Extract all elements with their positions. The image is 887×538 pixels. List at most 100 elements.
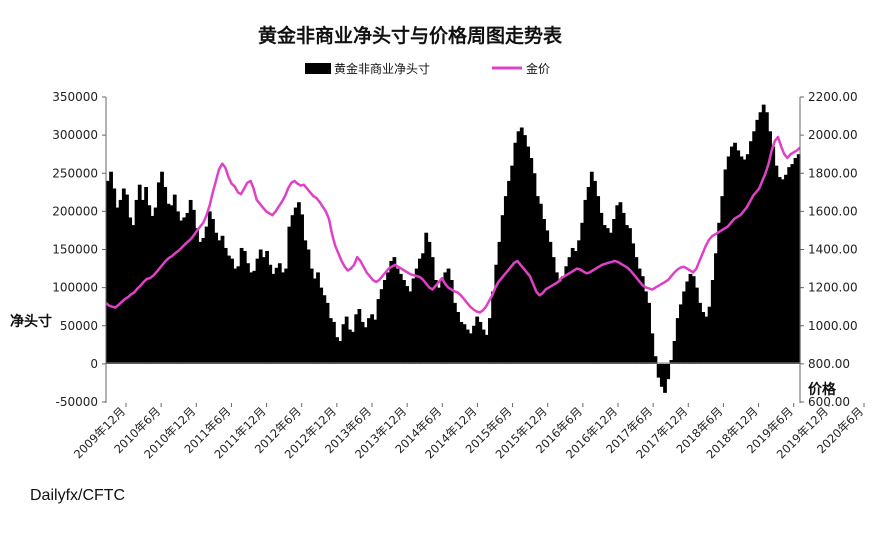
net-position-bar xyxy=(663,363,667,393)
net-position-bar xyxy=(236,266,241,364)
net-position-bar xyxy=(513,142,518,364)
legend-label-net-position: 黄金非商业净头寸 xyxy=(334,61,430,76)
net-position-bar xyxy=(252,270,257,364)
net-position-bar xyxy=(561,276,566,364)
left-tick-label: -50000 xyxy=(55,395,98,409)
net-position-bar xyxy=(182,217,187,364)
net-position-bar xyxy=(720,196,725,364)
net-position-bar xyxy=(593,180,597,364)
net-position-bar xyxy=(475,316,480,364)
net-position-bar xyxy=(347,329,352,364)
net-position-bar xyxy=(268,264,273,364)
net-position-bar xyxy=(204,226,209,364)
net-position-bar xyxy=(768,131,772,364)
legend: 黄金非商业净头寸 金价 xyxy=(305,61,550,76)
net-position-bar xyxy=(430,257,435,364)
net-position-bar xyxy=(411,278,416,364)
net-position-bar xyxy=(583,199,588,364)
net-position-bar xyxy=(742,159,747,364)
net-position-bar xyxy=(494,264,499,364)
net-position-bar xyxy=(535,196,540,364)
net-position-bar xyxy=(519,127,524,364)
right-axis-ticks: 2200.00 2000.00 1800.00 1600.00 1400.00 1200.… xyxy=(800,90,858,409)
net-position-bar xyxy=(707,306,712,364)
net-position-bar xyxy=(156,182,161,364)
net-position-bar xyxy=(647,302,651,364)
net-position-bar xyxy=(220,235,225,364)
net-position-bar xyxy=(370,314,375,364)
net-position-bar xyxy=(634,257,639,364)
net-position-bar xyxy=(344,316,349,364)
net-position-bar xyxy=(405,286,410,364)
net-position-bar xyxy=(605,228,610,364)
net-position-bar xyxy=(628,228,632,364)
net-position-bar xyxy=(503,196,508,364)
net-position-bar xyxy=(507,180,511,364)
net-position-bar xyxy=(538,203,543,364)
net-position-bar xyxy=(704,316,709,364)
legend-label-gold-price: 金价 xyxy=(526,61,550,76)
net-position-bar xyxy=(586,186,591,364)
net-position-bar xyxy=(714,253,718,364)
net-position-bar xyxy=(258,249,263,364)
net-position-bar xyxy=(309,268,314,364)
right-tick-label: 1400.00 xyxy=(808,243,858,257)
net-position-bar xyxy=(233,268,238,364)
net-position-bar xyxy=(608,232,613,364)
left-tick-label: 150000 xyxy=(52,243,98,257)
net-position-bar xyxy=(118,199,123,364)
net-position-bar xyxy=(265,251,269,364)
net-position-bar xyxy=(488,318,492,364)
net-position-bar xyxy=(319,287,324,364)
net-position-bar xyxy=(758,112,763,364)
net-position-bar xyxy=(516,131,521,364)
net-position-bar xyxy=(554,272,559,364)
net-position-bar xyxy=(287,226,292,364)
x-axis-ticks: 2009年12月2010年6月2010年12月2011年6月2011年12月20… xyxy=(71,403,866,461)
net-position-bar xyxy=(656,363,661,378)
net-position-bar xyxy=(624,225,629,364)
net-position-bar xyxy=(137,184,142,364)
net-position-bar xyxy=(491,291,495,364)
net-position-bars xyxy=(106,104,801,393)
net-position-bar xyxy=(373,319,378,364)
net-position-bar xyxy=(548,241,553,364)
net-position-bar xyxy=(481,329,486,364)
net-position-bar xyxy=(198,241,203,364)
net-position-bar xyxy=(777,177,782,364)
net-position-bar xyxy=(153,207,158,364)
net-position-bar xyxy=(341,324,346,364)
net-position-bar xyxy=(379,289,384,364)
net-position-bar xyxy=(421,253,425,364)
net-position-bar xyxy=(284,268,289,364)
net-position-bar xyxy=(780,179,785,364)
net-position-bar xyxy=(160,171,164,364)
net-position-bar xyxy=(144,186,148,364)
net-position-bar xyxy=(729,146,734,364)
net-position-bar xyxy=(389,260,394,364)
net-position-bar xyxy=(169,205,174,364)
net-position-bar xyxy=(306,249,311,364)
net-position-bar xyxy=(335,337,339,364)
right-tick-label: 800.00 xyxy=(808,357,850,371)
net-position-bar xyxy=(669,360,674,364)
net-position-bar xyxy=(698,302,702,364)
left-axis-ticks: 350000 300000 250000 200000 150000 100000 5000… xyxy=(52,90,106,409)
net-position-bar xyxy=(644,291,648,364)
net-position-bar xyxy=(675,318,680,364)
right-axis-label: 价格 xyxy=(808,381,837,398)
net-position-bar xyxy=(360,321,365,364)
net-position-bar xyxy=(433,280,438,364)
net-position-bar xyxy=(774,165,779,364)
net-position-bar xyxy=(545,230,550,364)
net-position-bar xyxy=(679,304,683,364)
net-position-bar xyxy=(790,164,795,364)
net-position-bar xyxy=(223,247,228,364)
net-position-bar xyxy=(147,205,152,364)
net-position-bar xyxy=(640,276,645,364)
net-position-bar xyxy=(723,169,728,364)
net-position-bar xyxy=(414,268,419,364)
net-position-bar xyxy=(736,150,741,364)
left-axis-label: 净头寸 xyxy=(10,313,52,330)
net-position-bar xyxy=(106,180,110,364)
